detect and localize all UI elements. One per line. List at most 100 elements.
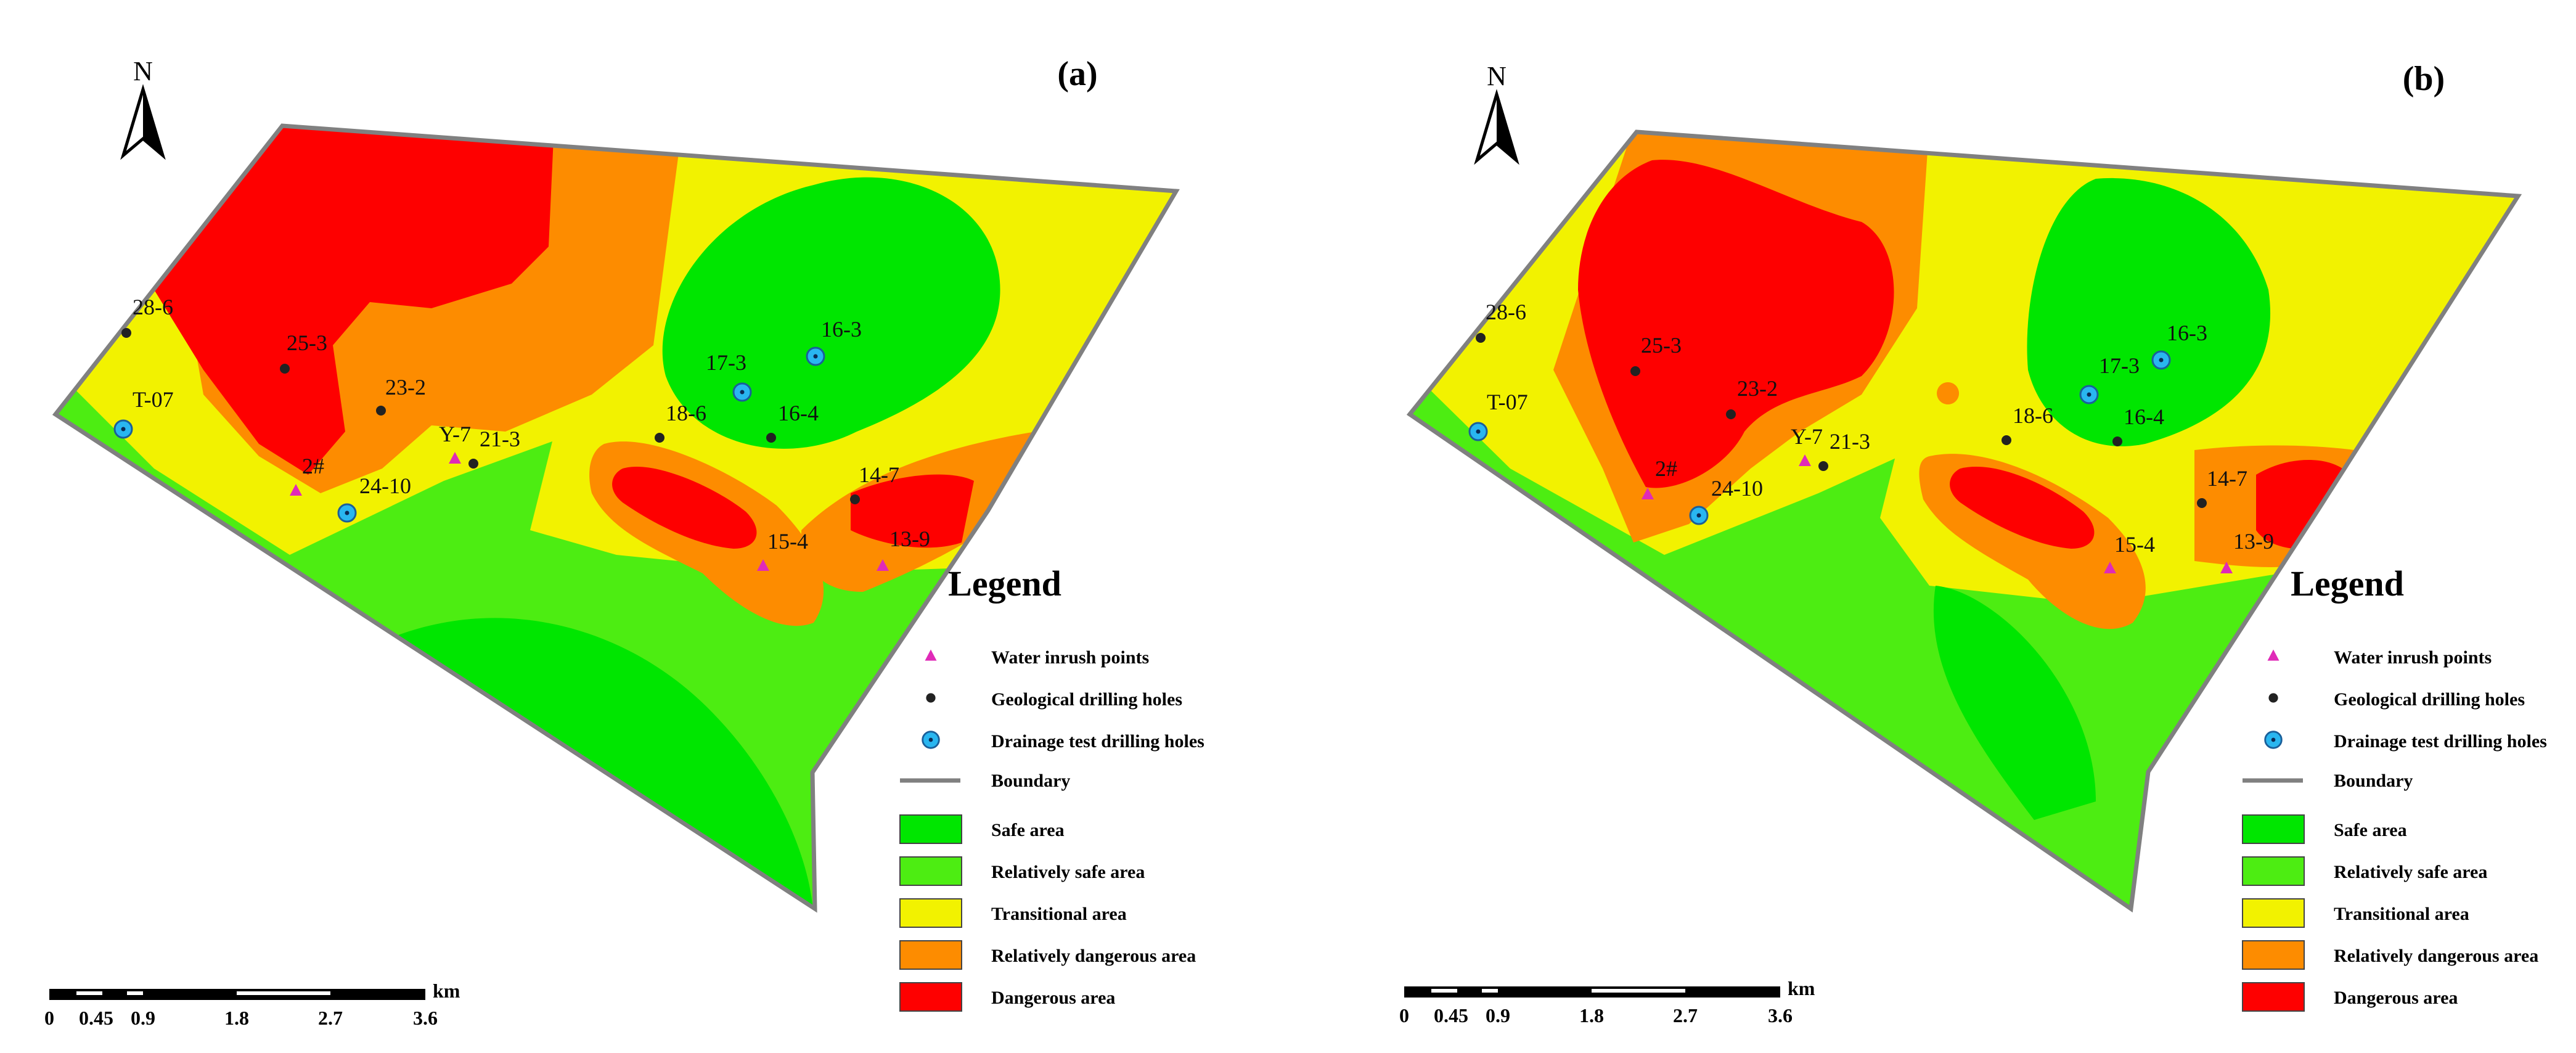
geological-drilling-hole-icon [655,433,664,443]
panel-b-point-15-4: 15-4 [2104,532,2155,573]
legend-area-dangerous: Dangerous area [899,982,1115,1012]
point-label: 15-4 [2114,532,2155,557]
legend-symbol-boundary: Boundary [2243,771,2413,791]
geological-drilling-hole-icon [1818,461,1828,471]
point-label: 21-3 [480,427,520,451]
legend-swatch [899,814,962,844]
geological-drilling-hole-icon [926,693,936,703]
point-label: 28-6 [133,295,173,319]
legend-symbol-label: Geological drilling holes [991,689,1182,710]
legend-area-label: Relatively dangerous area [2334,946,2538,966]
water-inrush-point-icon [877,559,889,571]
legend-symbol-drainage: Drainage test drilling holes [922,731,1204,752]
legend-swatch [2242,856,2305,886]
scale-tick-label: 3.6 [413,1007,438,1029]
point-label: 21-3 [1830,429,1870,454]
point-label: 14-7 [2207,466,2247,491]
panel-a-point-25-3: 25-3 [280,330,327,374]
water-inrush-point-icon [925,649,937,661]
scale-tick-label: 0 [1399,1004,1409,1026]
scale-tick-label: 0.9 [1486,1004,1510,1026]
panel-a-point-24-10: 24-10 [337,473,411,523]
panel-b-point-18-6: 18-6 [2002,403,2053,445]
panel-a-point-15-4: 15-4 [757,529,808,571]
geological-drilling-hole-icon [2002,435,2011,445]
geological-drilling-hole-icon [766,433,776,443]
point-label: 13-9 [889,526,930,551]
point-label: 2# [302,454,324,478]
scale-tick-label: 2.7 [318,1007,343,1029]
point-label: T-07 [1487,390,1528,414]
legend-area-safe: Safe area [2242,814,2407,844]
panel-b-point-24-10: 24-10 [1689,476,1763,525]
point-label: 18-6 [666,401,706,425]
legend-area-label: Transitional area [991,904,1127,924]
panel-a-north-arrow: N [120,56,166,160]
panel-b-point-25-3: 25-3 [1630,333,1682,376]
water-inrush-point-icon [290,484,302,496]
point-label: 25-3 [287,330,327,355]
panel-b-point-16-3: 16-3 [2151,321,2207,370]
panel-a-point-13-9: 13-9 [877,526,930,571]
panel-a-point-Y-7: Y-7 [439,422,471,464]
scale-unit-label: km [433,980,460,1002]
point-label: 24-10 [359,473,411,498]
point-label: 16-4 [778,401,819,425]
panel-a-point-T-07: T-07 [113,387,174,439]
point-label: 15-4 [767,529,808,554]
point-label: 14-7 [859,462,899,487]
legend-area-label: Relatively dangerous area [991,946,1196,966]
geological-drilling-hole-icon [2112,436,2122,446]
scale-tick-label: 1.8 [224,1007,249,1029]
water-inrush-point-icon [1799,454,1811,466]
panel-b-point-21-3: 21-3 [1818,429,1870,471]
point-label: 28-6 [1486,300,1526,324]
legend-area-label: Relatively safe area [991,862,1145,882]
point-label: 17-3 [706,350,746,375]
panel-b-point-14-7: 14-7 [2197,466,2247,508]
legend-swatch [899,856,962,886]
panel-b-point-13-9: 13-9 [2220,529,2274,573]
legend-symbol-label: Water inrush points [2334,647,2492,668]
legend-area-relatively_safe: Relatively safe area [899,856,1145,886]
geological-drilling-hole-icon [376,406,386,416]
legend-swatch [2242,814,2305,844]
panel-a-legend: Legend Water inrush points Geological dril… [899,563,1204,1012]
geological-drilling-hole-icon [1630,366,1640,376]
legend-title: Legend [2291,563,2404,604]
legend-title: Legend [948,563,1061,604]
north-label: N [133,56,153,86]
geological-drilling-hole-icon [2268,693,2278,703]
point-label: 16-3 [821,317,862,342]
legend-symbol-boundary: Boundary [900,771,1070,791]
water-inrush-point-icon [1642,488,1654,499]
panel-a-risk-zones [55,126,1176,909]
legend-symbol-label: Boundary [2334,771,2413,791]
legend-symbol-water_inrush: Water inrush points [925,647,1149,668]
north-label: N [1487,61,1507,91]
point-label: 17-3 [2099,353,2140,378]
legend-area-label: Safe area [2334,820,2407,840]
legend-symbol-label: Geological drilling holes [2334,689,2525,710]
water-inrush-point-icon [2220,562,2233,573]
point-label: 16-4 [2124,404,2164,429]
legend-symbol-label: Drainage test drilling holes [2334,731,2547,752]
point-label: 2# [1655,456,1677,481]
geological-drilling-hole-icon [850,494,860,504]
point-label: 25-3 [1641,333,1682,358]
panel-b-points: 28-6 25-3 23-2 T-07 2# 24-10 Y-7 21-3 18-6 17-3 16… [1468,300,2274,573]
panel-a-point-16-3: 16-3 [806,317,862,366]
geological-drilling-hole-icon [1726,409,1736,419]
water-inrush-point-icon [757,559,769,571]
legend-area-safe: Safe area [899,814,1065,844]
panel-b-north-arrow: N [1474,61,1519,165]
geological-drilling-hole-icon [468,459,478,469]
legend-area-label: Dangerous area [991,988,1115,1008]
panel-a-point-21-3: 21-3 [468,427,520,469]
legend-symbol-geological: Geological drilling holes [2268,689,2525,710]
panel-b-point-28-6: 28-6 [1476,300,1526,343]
point-label: 24-10 [1711,476,1763,501]
panel-b-point-Y-7: Y-7 [1791,424,1823,466]
legend-symbol-label: Boundary [991,771,1070,791]
